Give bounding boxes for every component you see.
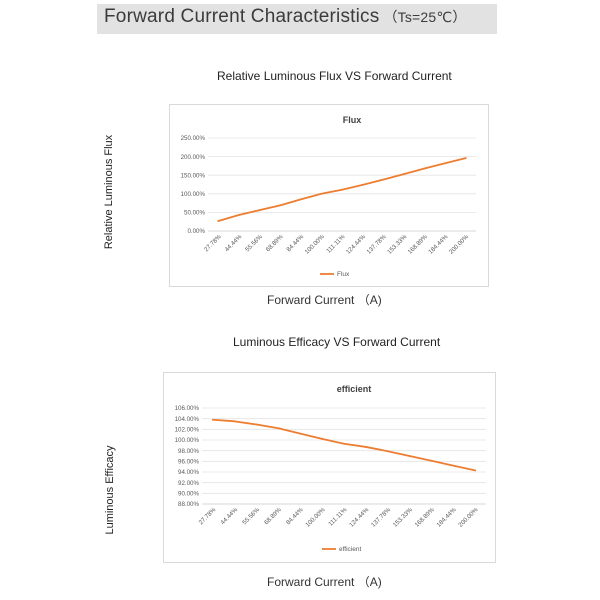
- chart1-xtick-label: 84.44%: [285, 233, 305, 253]
- chart1-title: Relative Luminous Flux VS Forward Curren…: [217, 69, 452, 83]
- chart1-xtick-label: 44.44%: [224, 233, 244, 253]
- chart2-data-point: [430, 459, 433, 462]
- chart1-data-point: [299, 198, 302, 201]
- chart2-xtick-label: 200.00%: [457, 506, 480, 529]
- chart1-ytick-label: 100.00%: [181, 191, 206, 198]
- chart1-ytick-label: 0.00%: [187, 228, 205, 235]
- page-title: Forward Current Characteristics （Ts=25℃）: [104, 6, 467, 28]
- chart2-xtick-label: 27.78%: [198, 506, 218, 526]
- chart2-ytick-label: 106.00%: [175, 405, 200, 412]
- chart2-ytick-label: 102.00%: [175, 427, 200, 434]
- chart2-ytick-label: 94.00%: [178, 469, 199, 476]
- chart1-xtick-label: 68.89%: [265, 233, 285, 253]
- chart1-ytick-label: 250.00%: [181, 135, 206, 142]
- chart1-data-point: [444, 162, 446, 165]
- chart1-data-point: [341, 188, 343, 191]
- chart2-ytick-label: 90.00%: [178, 491, 199, 498]
- page-title-text: Forward Current Characteristics: [104, 6, 380, 27]
- chart1-xtick-label: 153.33%: [386, 233, 409, 256]
- chart2-legend-label: efficient: [339, 546, 361, 553]
- chart2-data-point: [474, 469, 476, 472]
- chart2-ytick-label: 96.00%: [178, 459, 199, 466]
- chart2-xtick-label: 111.11%: [327, 506, 349, 528]
- chart2-frame: efficient 88.00% 90.00% 92.00% 94.00% 96.00% 9…: [163, 372, 496, 563]
- chart2-ylabel: Luminous Efficacy: [104, 445, 116, 535]
- page-title-bar: [97, 4, 497, 34]
- chart1-xtick-label: 184.44%: [427, 233, 450, 256]
- chart1-ytick-label: 200.00%: [181, 154, 206, 161]
- chart1-ylabel: Relative Luminous Flux: [103, 134, 115, 250]
- chart1-data-point: [217, 220, 220, 222]
- chart1-svg: Flux 0.00% 50.00% 100.00% 150.00% 200.00% 250.…: [181, 115, 476, 278]
- chart1-xtick-label: 27.78%: [203, 233, 223, 253]
- chart1-data-point: [238, 214, 240, 216]
- chart2-data-point: [321, 438, 324, 440]
- chart1-xtick-label: 168.89%: [407, 233, 430, 256]
- chart1-data-point: [382, 178, 385, 181]
- chart2-xtick-label: 100.00%: [304, 506, 327, 529]
- chart1-data-point: [361, 183, 364, 186]
- chart2-xtick-label: 153.33%: [392, 506, 415, 529]
- chart2-data-point: [212, 418, 214, 421]
- chart1-legend-label: Flux: [337, 271, 350, 278]
- chart2-data-point: [299, 432, 302, 435]
- chart2-data-point: [233, 420, 236, 423]
- chart2-data-point: [277, 427, 280, 430]
- chart1-xtick-label: 55.56%: [244, 233, 264, 253]
- chart2-series-line: [212, 418, 476, 472]
- chart2-title: Luminous Efficacy VS Forward Current: [233, 335, 441, 349]
- chart1-frame: Flux 0.00% 50.00% 100.00% 150.00% 200.00% 250.…: [169, 104, 489, 287]
- chart2-data-point: [408, 455, 411, 457]
- chart1-inner-title: Flux: [343, 115, 362, 125]
- chart2-data-point: [255, 423, 258, 426]
- chart1-ytick-label: 50.00%: [184, 210, 205, 217]
- chart2-data-point: [343, 442, 345, 445]
- chart1-data-point: [464, 157, 467, 159]
- chart1-xtick-label: 111.11%: [325, 233, 347, 255]
- chart2-ytick-label: 98.00%: [178, 448, 199, 455]
- chart2-ytick-label: 92.00%: [178, 480, 199, 487]
- chart2-xtick-label: 55.56%: [241, 506, 261, 526]
- chart1-data-point: [279, 204, 282, 207]
- chart2-xtick-label: 184.44%: [435, 506, 458, 529]
- chart1-ytick-label: 150.00%: [181, 172, 206, 179]
- chart1-data-point: [423, 167, 426, 170]
- chart1-data-point: [320, 192, 323, 195]
- chart1-xtick-label: 137.78%: [365, 233, 388, 256]
- chart1-data-point: [402, 173, 405, 175]
- page-title-condition: （Ts=25℃）: [383, 9, 467, 25]
- chart2-xtick-label: 84.44%: [285, 506, 305, 526]
- chart1-xlabel: Forward Current （A): [267, 293, 382, 307]
- chart1-data-point: [258, 209, 261, 212]
- chart1-xtick-label: 100.00%: [304, 233, 327, 256]
- chart2-svg: efficient 88.00% 90.00% 92.00% 94.00% 96.00% 9…: [175, 384, 486, 553]
- chart2-data-point: [386, 450, 389, 453]
- chart2-inner-title: efficient: [337, 384, 372, 394]
- chart1-xtick-label: 124.44%: [345, 233, 368, 256]
- chart2-xtick-label: 44.44%: [219, 506, 239, 526]
- chart1-xtick-label: 200.00%: [448, 233, 471, 256]
- chart2-xtick-label: 68.89%: [263, 506, 283, 526]
- chart2-xtick-label: 168.89%: [414, 506, 437, 529]
- chart2-ytick-label: 88.00%: [178, 501, 199, 508]
- chart2-xlabel: Forward Current （A): [267, 575, 382, 589]
- chart2-xtick-label: 124.44%: [348, 506, 371, 529]
- chart2-ytick-label: 104.00%: [175, 416, 200, 423]
- chart2-data-point: [364, 446, 367, 448]
- chart2-data-point: [452, 464, 455, 467]
- chart2-xtick-label: 137.78%: [370, 506, 393, 529]
- chart2-ytick-label: 100.00%: [175, 437, 200, 444]
